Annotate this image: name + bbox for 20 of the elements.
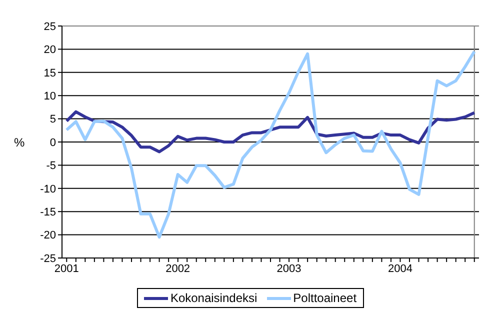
line-series <box>65 110 476 154</box>
y-axis-title: % <box>14 135 25 150</box>
y-tick-label: 20 <box>44 44 56 56</box>
y-tick-label: -5 <box>46 160 56 172</box>
legend-label: Polttoaineet <box>292 291 357 305</box>
y-tick-label: 25 <box>44 20 56 33</box>
y-tick-label: 5 <box>50 114 56 126</box>
y-tick-label: 0 <box>50 136 56 149</box>
line-series <box>65 50 476 239</box>
y-tick-label: -15 <box>40 206 56 219</box>
legend-label: Kokonaisindeksi <box>169 291 258 305</box>
y-tick-label: 10 <box>44 90 56 103</box>
y-tick-label: -10 <box>40 183 56 196</box>
y-tick-label: -20 <box>40 230 56 242</box>
y-tick-label: -25 <box>40 252 56 265</box>
x-tick-label: 2002 <box>166 262 190 275</box>
x-tick-label: 2004 <box>388 262 412 275</box>
y-tick-label: 15 <box>44 67 56 80</box>
x-tick-label: 2003 <box>276 262 302 275</box>
x-tick-label: 2001 <box>54 262 79 275</box>
